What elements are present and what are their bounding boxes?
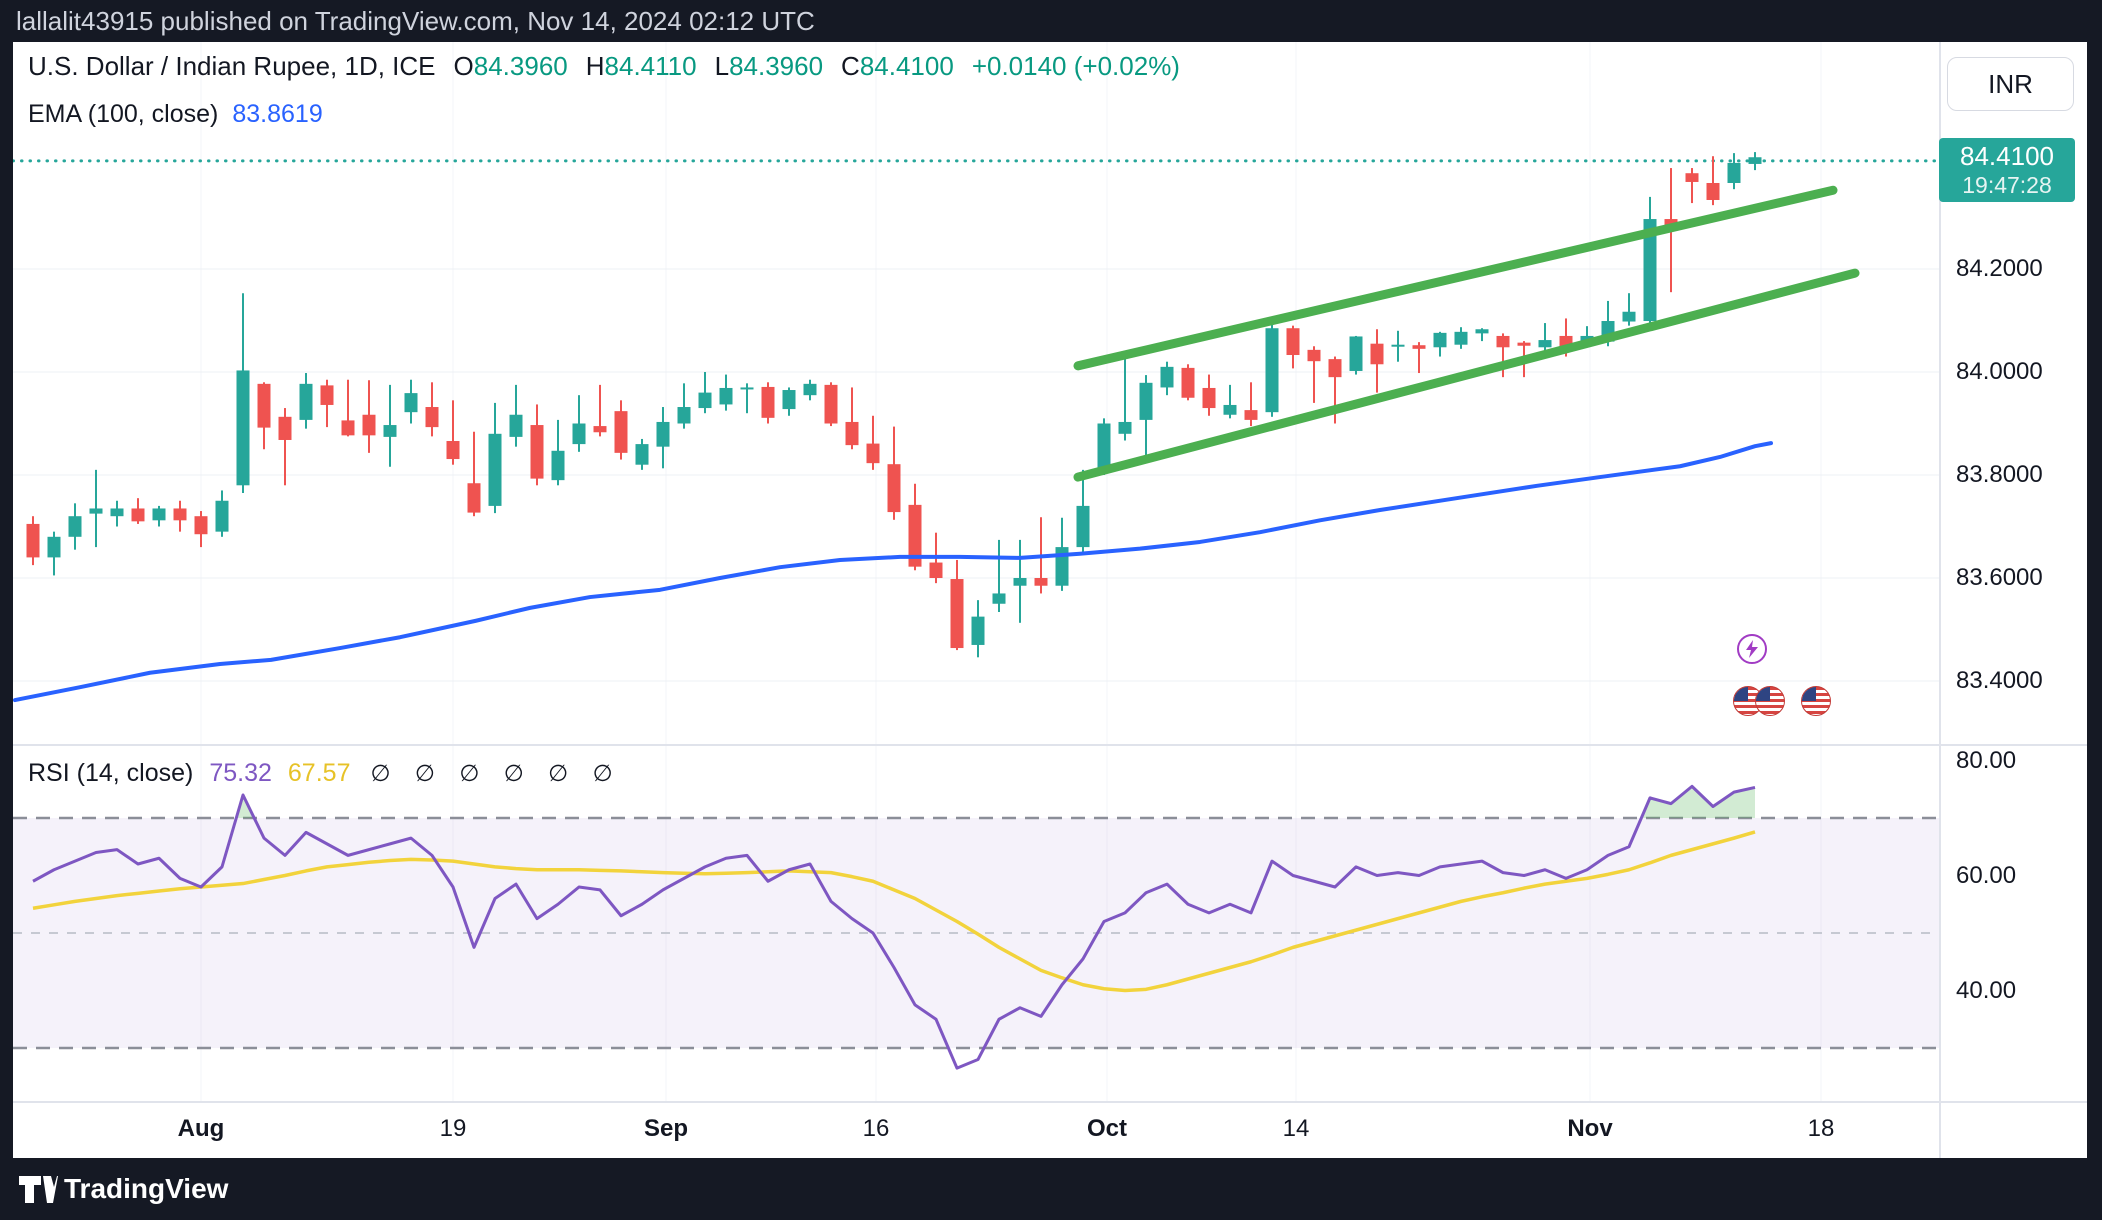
last-price: 84.4100: [1960, 140, 2054, 171]
time-axis-label: Oct: [1086, 1115, 1128, 1142]
ema-legend[interactable]: EMA (100, close) 83.8619: [28, 99, 323, 129]
hidden-ma-icons: ∅ ∅ ∅ ∅ ∅ ∅: [370, 759, 622, 786]
ema-label: EMA (100, close): [28, 99, 219, 128]
us-flag-icon-2: [1755, 686, 1785, 716]
time-axis-label: 14: [1282, 1115, 1310, 1142]
publish-bar: lallalit43915 published on TradingView.c…: [0, 0, 2102, 42]
rsi-value: 75.32: [209, 758, 272, 787]
time-axis-label: Aug: [177, 1115, 225, 1142]
time-axis-label: Nov: [1567, 1115, 1613, 1142]
brand-name[interactable]: TradingView: [64, 1173, 229, 1204]
time-axis-label: 18: [1807, 1115, 1835, 1142]
price-axis-label: 84.2000: [1956, 255, 2043, 282]
lightning-icon[interactable]: [1737, 634, 1767, 664]
us-flag-icon-3: [1801, 686, 1831, 716]
rsi-axis-label: 60.00: [1956, 861, 2017, 889]
ohlc-high: H84.4110: [585, 50, 697, 81]
footer-bar: TradingView: [0, 1158, 2102, 1220]
ema-value: 83.8619: [232, 99, 323, 128]
publish-info: lallalit43915 published on TradingView.c…: [16, 6, 815, 36]
ohlc-open: O84.3960: [453, 50, 568, 81]
chart-panel[interactable]: [13, 42, 2087, 1158]
price-axis-label: 83.8000: [1956, 461, 2043, 488]
symbol-legend[interactable]: U.S. Dollar / Indian Rupee, 1D, ICE O84.…: [28, 50, 1180, 82]
ohlc-low: L84.3960: [714, 50, 824, 81]
time-axis-label: 16: [862, 1115, 890, 1142]
rsi-ma-value: 67.57: [287, 758, 351, 787]
price-axis-label: 83.4000: [1956, 667, 2043, 694]
ohlc-close: C84.4100: [841, 50, 954, 81]
rsi-legend[interactable]: RSI (14, close) 75.32 67.57 ∅ ∅ ∅ ∅ ∅ ∅: [28, 758, 622, 788]
rsi-label: RSI (14, close): [28, 758, 194, 787]
change-value: +0.0140 (+0.02%): [971, 50, 1180, 81]
bar-countdown: 19:47:28: [1962, 171, 2052, 198]
time-axis-label: 19: [439, 1115, 467, 1142]
rsi-axis-label: 80.00: [1956, 746, 2017, 774]
currency-toggle-button[interactable]: INR: [1947, 57, 2074, 111]
price-axis-label: 84.0000: [1956, 358, 2043, 385]
last-price-badge: 84.4100 19:47:28: [1939, 138, 2075, 202]
price-axis-label: 83.6000: [1956, 564, 2043, 591]
idea-reaction-icons[interactable]: [1725, 634, 1845, 720]
time-axis-label: Sep: [643, 1115, 689, 1142]
rsi-axis-label: 40.00: [1956, 976, 2017, 1004]
symbol-title: U.S. Dollar / Indian Rupee, 1D, ICE: [28, 50, 436, 81]
tradingview-logo-icon[interactable]: [18, 1174, 58, 1205]
